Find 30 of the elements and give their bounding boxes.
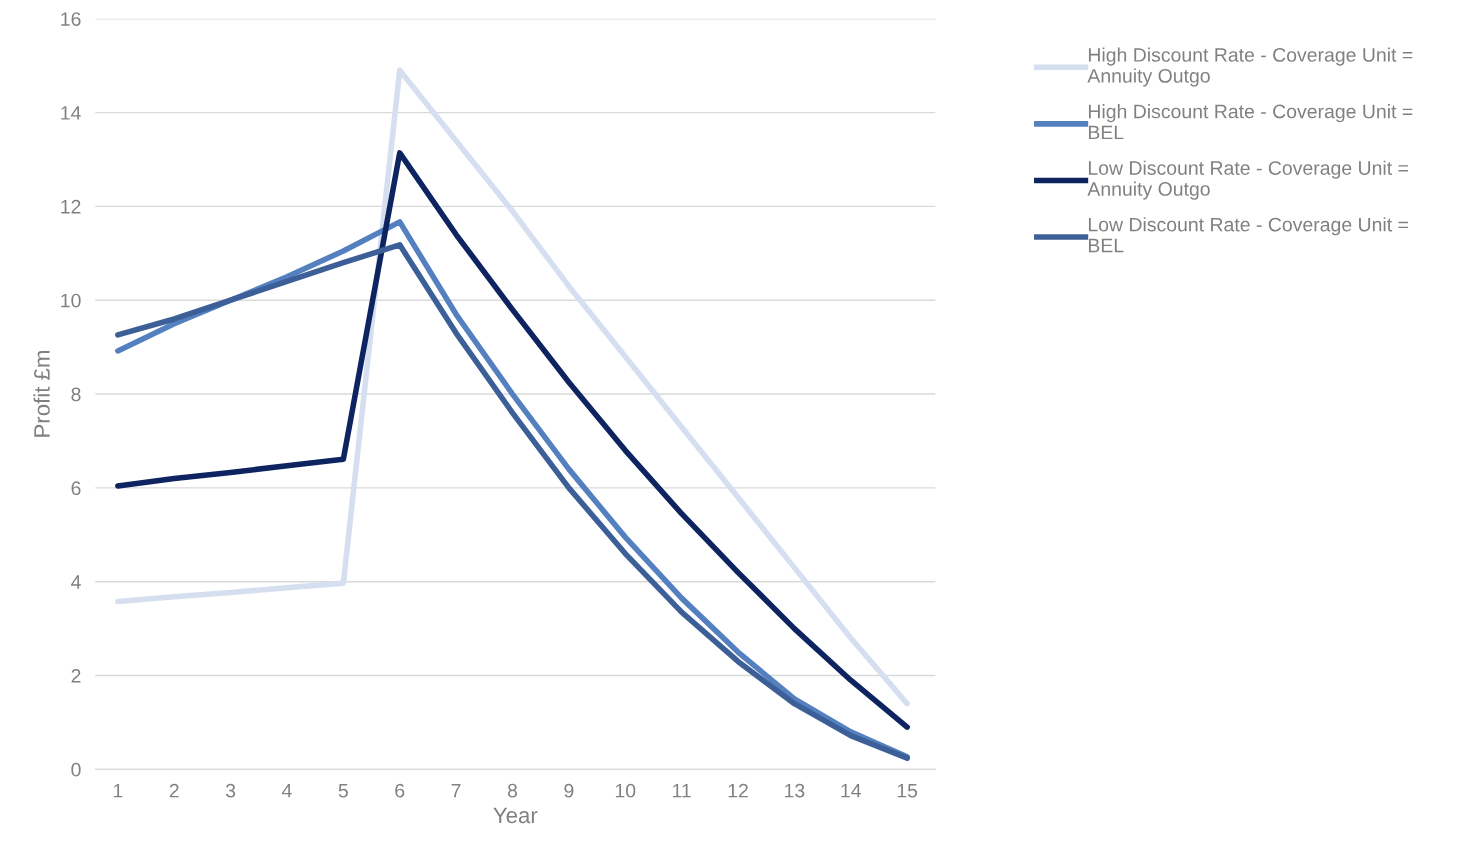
legend-label: Low Discount Rate - Coverage Unit = Annuity Outgo <box>1087 160 1408 200</box>
x-tick-label: 5 <box>338 783 348 798</box>
x-tick-label: 14 <box>841 783 861 798</box>
y-tick-label: 6 <box>71 481 81 496</box>
y-tick-label: 10 <box>61 293 81 308</box>
legend-label: Low Discount Rate - Coverage Unit = BEL <box>1088 217 1408 253</box>
x-tick-label: 13 <box>785 783 805 798</box>
x-tick-label: 1 <box>113 783 123 798</box>
y-tick-label: 4 <box>71 575 81 589</box>
y-tick-label: 2 <box>71 669 81 683</box>
x-tick-label: 8 <box>507 783 518 798</box>
x-tick-label: 11 <box>673 783 691 798</box>
x-tick-label: 7 <box>451 783 461 798</box>
y-tick-label: 14 <box>61 106 81 120</box>
x-tick-label: 15 <box>897 783 918 798</box>
legend-label: High Discount Rate - Coverage Unit = Annuity Outgo <box>1087 47 1413 87</box>
x-tick-label: 10 <box>615 783 636 798</box>
x-tick-label: 9 <box>564 783 574 798</box>
x-tick-label: 12 <box>728 783 748 798</box>
x-tick-label: 6 <box>395 783 405 798</box>
x-tick-label: 3 <box>225 783 236 798</box>
y-tick-label: 16 <box>61 12 81 26</box>
x-axis-title: Year <box>493 807 538 824</box>
legend-label: High Discount Rate - Coverage Unit = BEL <box>1088 104 1413 140</box>
x-tick-label: 4 <box>282 783 292 798</box>
y-tick-label: 12 <box>61 199 81 214</box>
y-axis-title: Profit £m <box>33 351 50 437</box>
x-tick-label: 2 <box>169 783 179 798</box>
y-tick-label: 0 <box>71 762 81 777</box>
y-tick-label: 8 <box>71 387 81 402</box>
